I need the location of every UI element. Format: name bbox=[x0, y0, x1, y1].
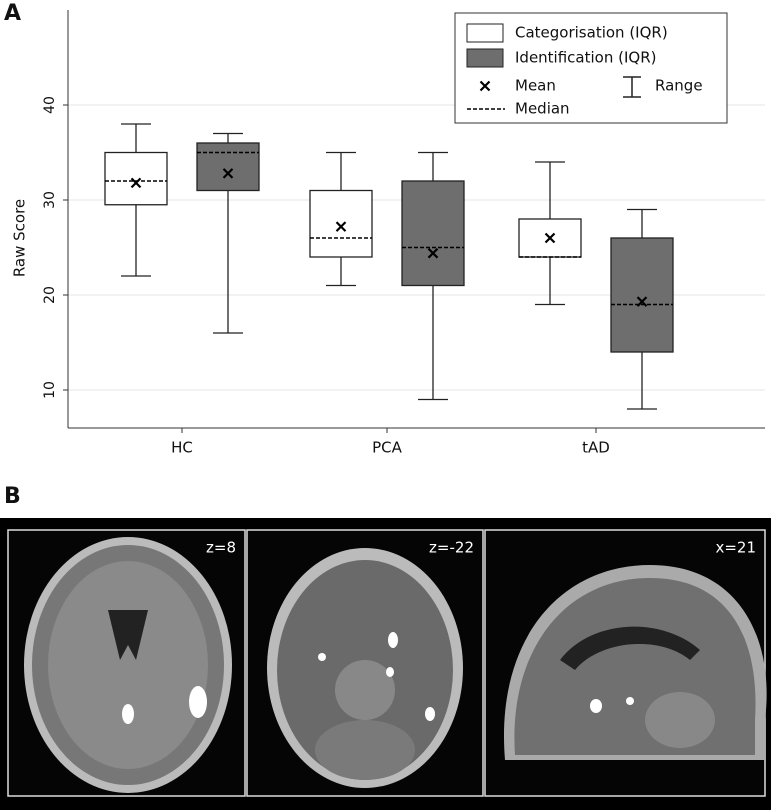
brainstem bbox=[335, 660, 395, 720]
legend-label: Range bbox=[655, 77, 703, 95]
box bbox=[309, 189, 373, 258]
legend-label: Median bbox=[515, 100, 570, 118]
mean-cross bbox=[427, 247, 439, 259]
ventricle bbox=[108, 610, 148, 660]
activation bbox=[626, 697, 634, 705]
mean-cross bbox=[479, 80, 491, 92]
slice-label: z=-22 bbox=[429, 539, 474, 557]
mean-cross bbox=[222, 168, 234, 179]
y-tick-label: 10 bbox=[42, 381, 58, 399]
y-tick-label: 40 bbox=[42, 96, 58, 114]
y-axis-label: Raw Score bbox=[11, 199, 29, 277]
box bbox=[610, 237, 674, 353]
legend-swatch bbox=[466, 23, 504, 43]
mean-marker bbox=[544, 232, 556, 244]
y-tick-label: 20 bbox=[42, 286, 58, 304]
slice-label: z=8 bbox=[206, 539, 236, 557]
legend-label: Identification (IQR) bbox=[515, 49, 656, 67]
y-tick-label: 30 bbox=[42, 191, 58, 209]
mean-marker bbox=[335, 221, 347, 232]
mean-marker bbox=[427, 247, 439, 259]
x-tick-label: PCA bbox=[372, 439, 403, 457]
mean-marker bbox=[636, 296, 648, 307]
box bbox=[196, 142, 260, 192]
activation bbox=[318, 653, 326, 661]
mean-cross bbox=[636, 296, 648, 307]
legend-label: Mean bbox=[515, 77, 556, 95]
mean-cross bbox=[130, 177, 142, 189]
legend-label: Categorisation (IQR) bbox=[515, 24, 668, 42]
mean-cross bbox=[335, 221, 347, 232]
cerebellum bbox=[645, 692, 715, 748]
activation bbox=[386, 667, 394, 677]
activation bbox=[388, 632, 398, 648]
cerebellum bbox=[315, 720, 415, 780]
activation bbox=[590, 699, 602, 713]
x-tick-label: tAD bbox=[582, 439, 610, 457]
activation bbox=[122, 704, 134, 724]
legend-range-icon bbox=[623, 76, 641, 98]
panel-label: B bbox=[4, 484, 21, 509]
panel-label: A bbox=[4, 1, 21, 26]
mean-cross bbox=[544, 232, 556, 244]
mean-marker bbox=[130, 177, 142, 189]
box bbox=[104, 151, 168, 206]
activation bbox=[425, 707, 435, 721]
activation bbox=[189, 686, 207, 718]
box bbox=[401, 180, 465, 287]
legend-swatch bbox=[466, 48, 504, 68]
white-matter bbox=[48, 561, 208, 769]
slice-label: x=21 bbox=[715, 539, 756, 557]
x-tick-label: HC bbox=[171, 439, 193, 457]
ventricle bbox=[560, 626, 700, 670]
mean-marker bbox=[222, 168, 234, 179]
mean-marker bbox=[479, 80, 491, 92]
